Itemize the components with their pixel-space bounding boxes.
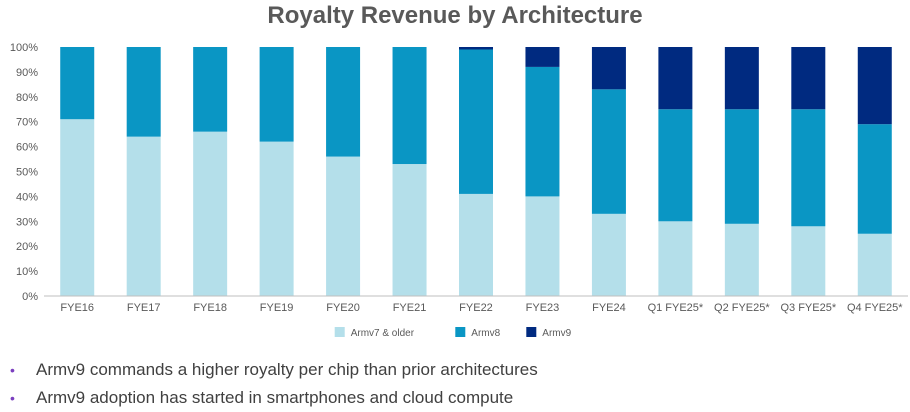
y-tick-label: 10% [16, 266, 38, 278]
bullet-marker: • [10, 362, 15, 378]
x-axis: FYE16 FYE17 FYE18 FYE19 FYE20 FYE21 FYE22 FYE23… [44, 295, 908, 314]
x-tick-label: FYE22 [459, 302, 493, 314]
y-tick-label: 0% [22, 291, 38, 303]
bar-segment [658, 109, 693, 222]
bar-segment [591, 213, 626, 296]
bar-segment [459, 49, 493, 194]
legend-swatch [334, 327, 345, 337]
bar-segment [791, 109, 826, 227]
chart-title: Royalty Revenue by Architecture [267, 2, 643, 29]
bar-segment [857, 233, 892, 296]
bullet-text: Armv9 commands a higher royalty per chip… [36, 360, 538, 379]
bar-segment [126, 47, 161, 137]
bar-segment [857, 124, 892, 234]
y-tick-label: 70% [16, 117, 38, 129]
bar-segment [591, 89, 626, 214]
bar-segment [259, 47, 294, 142]
x-tick-label: FYE17 [127, 302, 161, 314]
bars [60, 47, 892, 297]
y-tick-label: 80% [16, 92, 38, 104]
legend-label: Armv7 & older [351, 328, 415, 339]
x-tick-label: FYE19 [260, 302, 294, 314]
legend-swatch [455, 327, 466, 337]
bar-segment [724, 109, 759, 224]
y-axis: 0% 10% 20% 30% 40% 50% 60% 70% 80% 90% 100% [10, 42, 38, 303]
bar-segment [392, 47, 427, 165]
bar-segment [724, 47, 759, 110]
y-tick-label: 90% [16, 67, 38, 79]
legend: Armv7 & older Armv8 Armv9 [334, 327, 572, 339]
bar-segment [525, 47, 560, 67]
legend-swatch [526, 327, 537, 337]
bullet-text: Armv9 adoption has started in smartphone… [36, 388, 514, 407]
legend-label: Armv8 [471, 328, 500, 339]
bar-segment [658, 221, 693, 296]
bar-segment [392, 164, 427, 296]
bar-segment [326, 156, 361, 296]
bar-segment [525, 196, 560, 296]
bullet-list: • Armv9 commands a higher royalty per ch… [6, 356, 538, 412]
x-tick-label: FYE23 [526, 302, 560, 314]
bar-segment [724, 223, 759, 296]
bar-segment [791, 226, 826, 296]
bar-segment [857, 47, 892, 125]
bar-segment [60, 47, 95, 120]
x-tick-label: FYE18 [193, 302, 227, 314]
bullet-marker: • [10, 390, 15, 406]
bullet-item: • Armv9 adoption has started in smartpho… [6, 384, 538, 412]
y-tick-label: 30% [16, 216, 38, 228]
y-tick-label: 60% [16, 142, 38, 154]
bar-segment [126, 136, 161, 296]
bullet-item: • Armv9 commands a higher royalty per ch… [6, 356, 538, 384]
x-tick-label: Q2 FYE25* [714, 302, 770, 314]
legend-label: Armv9 [542, 328, 571, 339]
x-tick-label: FYE21 [393, 302, 427, 314]
bar-segment [459, 193, 493, 296]
bar-segment [326, 47, 361, 157]
stacked-bar-chart: 0%10%20%30%40%50%60%70%80%90%100% FYE16 F… [10, 42, 908, 339]
y-tick-label: 20% [16, 241, 38, 253]
x-tick-label: Q1 FYE25* [648, 302, 704, 314]
bar-segment [459, 47, 493, 50]
x-tick-label: Q3 FYE25* [780, 302, 836, 314]
x-tick-label: Q4 FYE25* [847, 302, 903, 314]
bar-segment [525, 66, 560, 197]
bar-segment [193, 131, 228, 296]
bar-segment [591, 47, 626, 90]
bar-segment [193, 47, 228, 132]
y-tick-label: 50% [16, 167, 38, 179]
bar-segment [658, 47, 693, 110]
x-tick-label: FYE16 [60, 302, 94, 314]
y-tick-label: 40% [16, 191, 38, 203]
bar-segment [791, 47, 826, 110]
x-tick-label: FYE20 [326, 302, 360, 314]
bar-segment [60, 119, 95, 297]
bar-segment [259, 141, 294, 296]
y-tick-label: 100% [10, 42, 38, 54]
x-tick-label: FYE24 [592, 302, 626, 314]
